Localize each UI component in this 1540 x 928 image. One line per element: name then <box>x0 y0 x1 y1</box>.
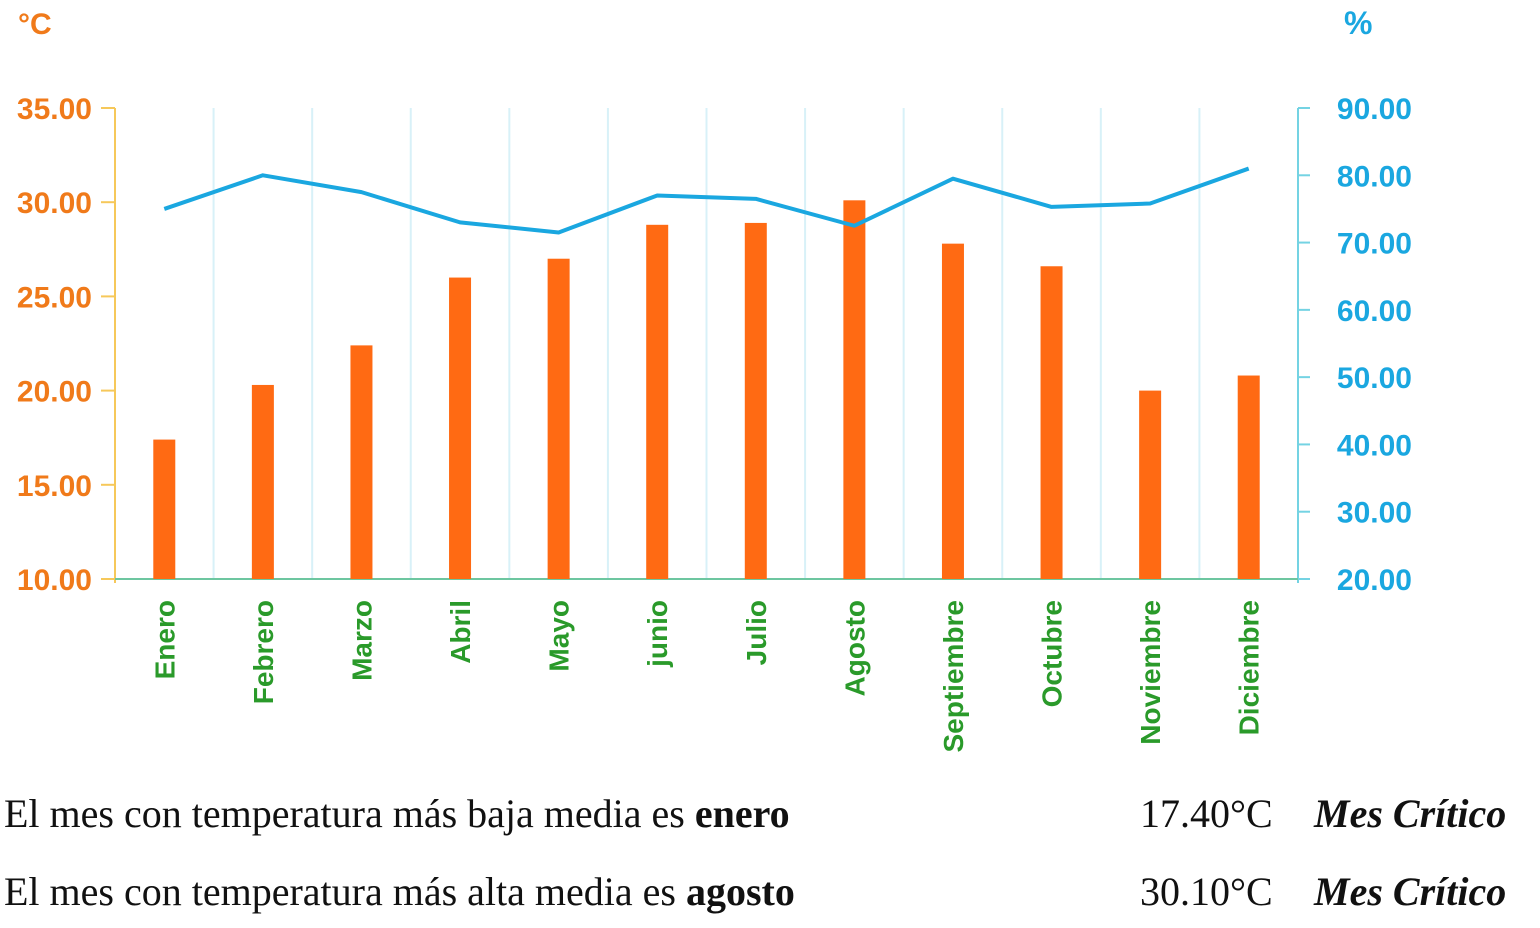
caption-text: El mes con temperatura más baja media es… <box>4 791 790 836</box>
left-tick-label: 20.00 <box>17 376 92 409</box>
x-tick-label: Mayo <box>544 600 575 672</box>
climate-chart: 10.00 15.00 20.00 25.00 30.00 35.00 °C 20.00 30.… <box>17 5 1412 752</box>
temperature-bar <box>646 224 669 580</box>
right-tick-label: 40.00 <box>1337 429 1412 462</box>
x-tick-label: Diciembre <box>1234 600 1265 735</box>
x-tick-label: junio <box>642 600 673 668</box>
right-tick-label: 60.00 <box>1337 295 1412 328</box>
x-tick-label: Enero <box>149 600 180 679</box>
temperature-bars <box>153 200 1260 580</box>
temperature-bar <box>251 384 274 579</box>
x-tick-label: Agosto <box>839 600 870 696</box>
caption-tag: Mes Crítico <box>1314 791 1507 836</box>
temperature-bar <box>449 277 472 579</box>
left-tick-label: 30.00 <box>17 187 92 220</box>
temperature-bar <box>350 345 373 579</box>
x-tick-label: Julio <box>741 600 772 665</box>
x-tick-label: Abril <box>445 600 476 664</box>
left-axis-unit: °C <box>18 8 52 41</box>
temperature-bar <box>1040 266 1063 579</box>
left-tick-label: 25.00 <box>17 281 92 314</box>
temperature-bar <box>744 222 767 579</box>
left-tick-label: 15.00 <box>17 470 92 503</box>
caption-value: 30.10°C <box>1140 869 1273 914</box>
caption-value: 17.40°C <box>1140 791 1273 836</box>
axis-labels: 10.00 15.00 20.00 25.00 30.00 35.00 °C 20.00 30.… <box>17 5 1412 752</box>
x-tick-label: Marzo <box>346 600 377 681</box>
right-tick-label: 80.00 <box>1337 160 1412 193</box>
temperature-bar <box>153 439 176 579</box>
temperature-bar <box>843 200 866 580</box>
right-tick-label: 50.00 <box>1337 362 1412 395</box>
humidity-line <box>163 166 1250 235</box>
temperature-bar <box>941 243 964 579</box>
temperature-bar <box>1139 390 1162 579</box>
humidity-series-line <box>163 166 1250 235</box>
x-tick-label: Noviembre <box>1135 600 1166 745</box>
caption-high-temperature: El mes con temperatura más alta media es… <box>0 868 1540 928</box>
right-tick-label: 20.00 <box>1337 564 1412 597</box>
caption-tag: Mes Crítico <box>1314 869 1507 914</box>
right-axis-unit: % <box>1344 5 1372 41</box>
caption-month: enero <box>694 791 790 836</box>
caption-text: El mes con temperatura más alta media es… <box>4 869 795 914</box>
temperature-bar <box>1237 375 1260 579</box>
caption-month: agosto <box>685 869 795 914</box>
x-tick-label: Febrero <box>248 600 279 704</box>
left-tick-label: 10.00 <box>17 564 92 597</box>
right-tick-label: 90.00 <box>1337 93 1412 126</box>
right-tick-label: 70.00 <box>1337 228 1412 261</box>
x-tick-label: Octubre <box>1037 600 1068 707</box>
right-tick-label: 30.00 <box>1337 497 1412 530</box>
caption-low-temperature: El mes con temperatura más baja media es… <box>0 790 1540 850</box>
temperature-bar <box>547 258 570 579</box>
chart-axes <box>101 107 1310 583</box>
left-tick-label: 35.00 <box>17 93 92 126</box>
x-tick-label: Septiembre <box>938 600 969 753</box>
